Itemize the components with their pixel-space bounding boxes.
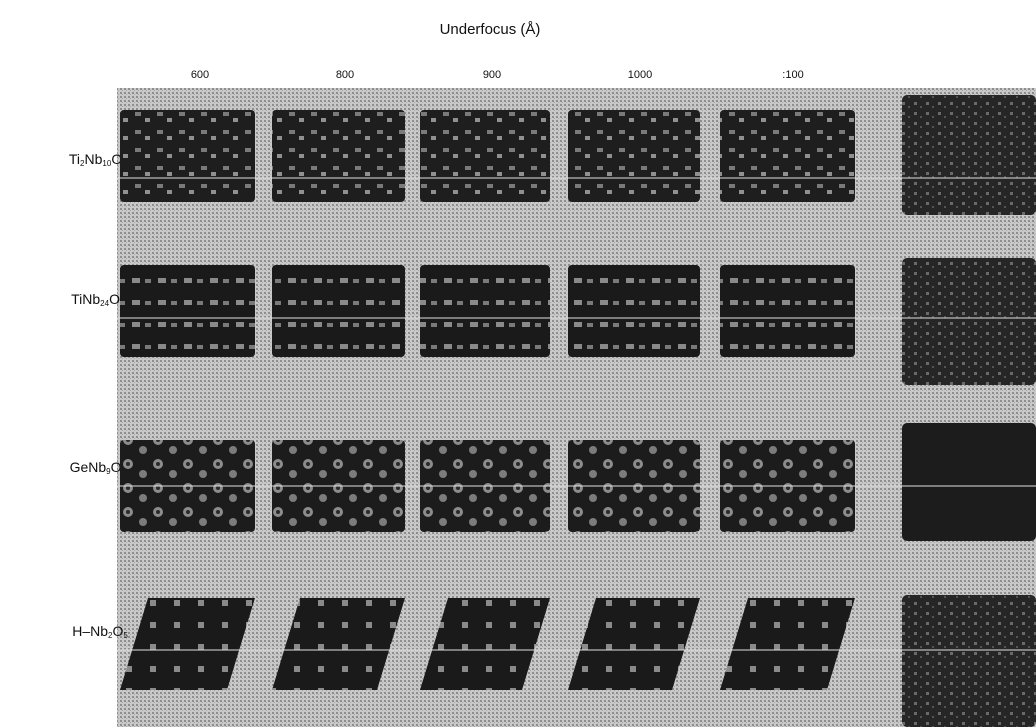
- simulated-image: [720, 265, 855, 357]
- simulated-image: [272, 110, 405, 202]
- column-label: 900: [483, 69, 501, 81]
- simulated-image: [568, 265, 700, 357]
- simulated-image: [720, 110, 855, 202]
- simulated-image: [902, 258, 1036, 385]
- simulated-image: [420, 110, 550, 202]
- simulated-image: [120, 265, 255, 357]
- column-label: 600: [191, 69, 209, 81]
- simulated-image: [902, 423, 1036, 541]
- simulated-image: [902, 95, 1036, 215]
- column-label: 1000: [628, 69, 652, 81]
- figure-title: Underfocus (Å): [440, 21, 541, 38]
- simulated-image: [420, 265, 550, 357]
- simulated-image: [902, 595, 1036, 727]
- column-label: 800: [336, 69, 354, 81]
- formula-part: Ti: [69, 151, 80, 167]
- simulated-image: [120, 110, 255, 202]
- formula-part: TiNb: [71, 291, 100, 307]
- simulated-image: [568, 110, 700, 202]
- formula-part: O: [112, 623, 123, 639]
- formula-part: H–Nb: [72, 623, 108, 639]
- simulated-image: [272, 265, 405, 357]
- formula-part: O: [109, 291, 120, 307]
- row-label: H–Nb2O5: [72, 623, 128, 640]
- page: Underfocus (Å) 6008009001000:100 Ti2Nb10…: [0, 0, 1036, 727]
- column-label: :100: [782, 69, 803, 81]
- figure: Underfocus (Å) 6008009001000:100 Ti2Nb10…: [0, 0, 1036, 727]
- formula-part: GeNb: [70, 459, 107, 475]
- subscript: 5: [123, 631, 128, 640]
- formula-part: Nb: [85, 151, 103, 167]
- formula-part: O: [111, 459, 122, 475]
